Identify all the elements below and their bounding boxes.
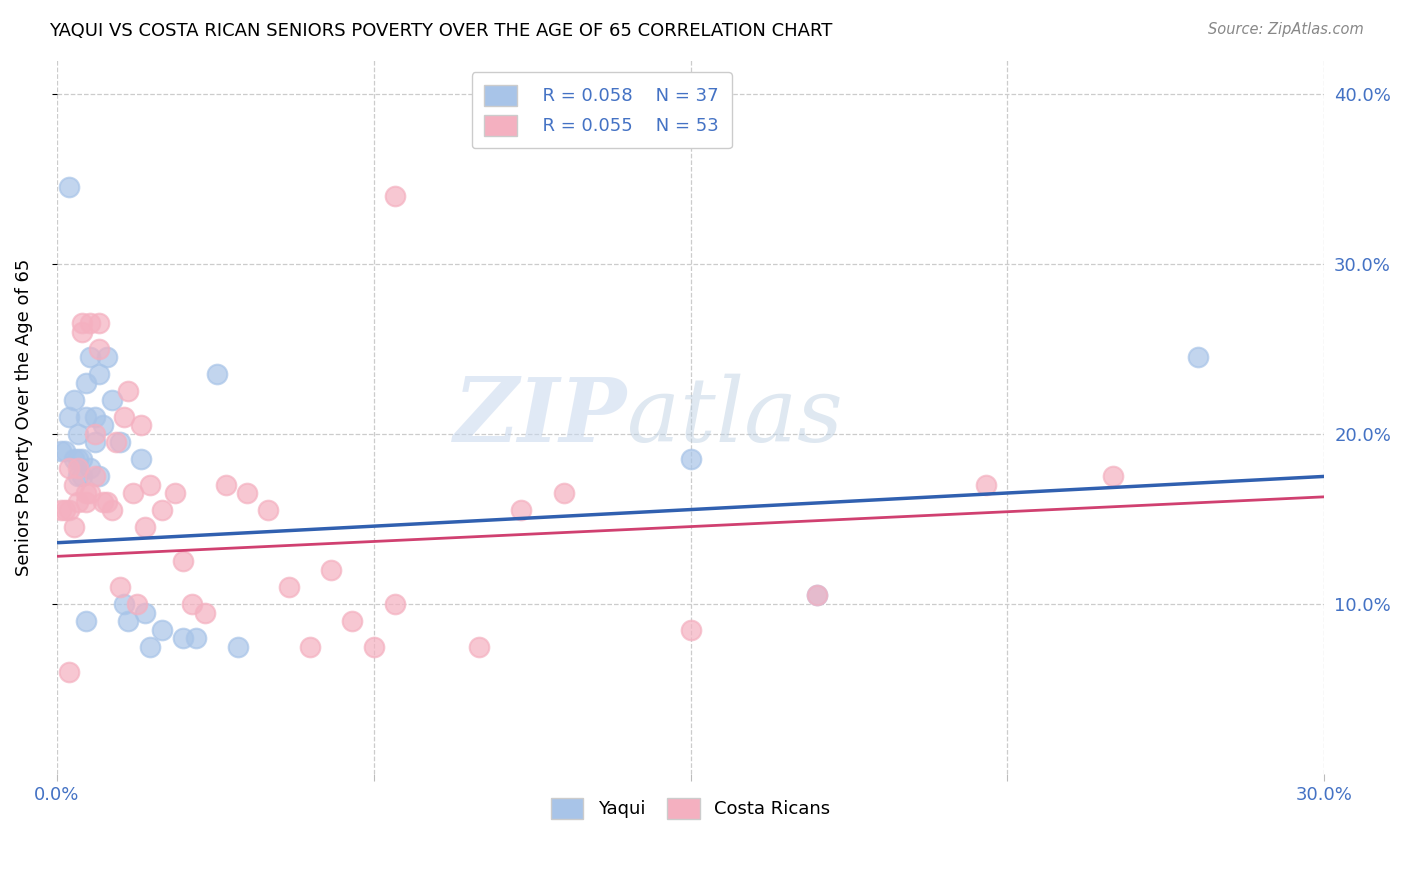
Point	[278, 580, 301, 594]
Point	[108, 580, 131, 594]
Point	[384, 188, 406, 202]
Point	[79, 486, 101, 500]
Point	[75, 495, 97, 509]
Point	[87, 316, 110, 330]
Text: YAQUI VS COSTA RICAN SENIORS POVERTY OVER THE AGE OF 65 CORRELATION CHART: YAQUI VS COSTA RICAN SENIORS POVERTY OVE…	[49, 22, 832, 40]
Point	[363, 640, 385, 654]
Point	[83, 435, 105, 450]
Point	[96, 351, 118, 365]
Point	[112, 597, 135, 611]
Point	[1187, 351, 1209, 365]
Point	[342, 614, 364, 628]
Point	[58, 503, 80, 517]
Point	[134, 606, 156, 620]
Point	[108, 435, 131, 450]
Point	[70, 325, 93, 339]
Point	[75, 486, 97, 500]
Point	[468, 640, 491, 654]
Point	[150, 623, 173, 637]
Point	[70, 316, 93, 330]
Point	[58, 665, 80, 679]
Text: Source: ZipAtlas.com: Source: ZipAtlas.com	[1208, 22, 1364, 37]
Point	[53, 503, 76, 517]
Point	[62, 452, 84, 467]
Y-axis label: Seniors Poverty Over the Age of 65: Seniors Poverty Over the Age of 65	[15, 258, 32, 575]
Point	[75, 376, 97, 390]
Point	[236, 486, 259, 500]
Point	[553, 486, 575, 500]
Point	[53, 443, 76, 458]
Point	[117, 384, 139, 399]
Point	[180, 597, 202, 611]
Point	[150, 503, 173, 517]
Point	[679, 452, 702, 467]
Point	[299, 640, 322, 654]
Point	[384, 597, 406, 611]
Point	[70, 469, 93, 483]
Point	[125, 597, 148, 611]
Point	[87, 368, 110, 382]
Point	[134, 520, 156, 534]
Point	[66, 426, 89, 441]
Point	[91, 418, 114, 433]
Point	[193, 606, 215, 620]
Point	[58, 409, 80, 424]
Point	[62, 392, 84, 407]
Point	[163, 486, 186, 500]
Point	[66, 495, 89, 509]
Point	[138, 478, 160, 492]
Point	[70, 452, 93, 467]
Point	[172, 631, 194, 645]
Point	[112, 409, 135, 424]
Point	[679, 623, 702, 637]
Point	[79, 351, 101, 365]
Point	[66, 469, 89, 483]
Point	[49, 503, 72, 517]
Point	[75, 614, 97, 628]
Point	[83, 469, 105, 483]
Text: atlas: atlas	[627, 374, 842, 460]
Point	[75, 409, 97, 424]
Point	[104, 435, 127, 450]
Legend: Yaqui, Costa Ricans: Yaqui, Costa Ricans	[544, 790, 838, 826]
Point	[83, 426, 105, 441]
Point	[205, 368, 228, 382]
Point	[100, 392, 122, 407]
Point	[321, 563, 343, 577]
Point	[1102, 469, 1125, 483]
Point	[66, 461, 89, 475]
Point	[172, 554, 194, 568]
Point	[129, 452, 152, 467]
Point	[79, 461, 101, 475]
Point	[58, 180, 80, 194]
Point	[138, 640, 160, 654]
Point	[214, 478, 236, 492]
Point	[976, 478, 998, 492]
Point	[58, 461, 80, 475]
Point	[49, 443, 72, 458]
Point	[257, 503, 280, 517]
Point	[91, 495, 114, 509]
Point	[100, 503, 122, 517]
Point	[129, 418, 152, 433]
Point	[62, 478, 84, 492]
Point	[117, 614, 139, 628]
Point	[79, 316, 101, 330]
Point	[62, 520, 84, 534]
Point	[87, 342, 110, 356]
Point	[806, 589, 828, 603]
Point	[806, 589, 828, 603]
Point	[121, 486, 143, 500]
Point	[510, 503, 533, 517]
Point	[83, 409, 105, 424]
Point	[87, 469, 110, 483]
Point	[96, 495, 118, 509]
Point	[228, 640, 250, 654]
Text: ZIP: ZIP	[454, 374, 627, 460]
Point	[66, 452, 89, 467]
Point	[184, 631, 207, 645]
